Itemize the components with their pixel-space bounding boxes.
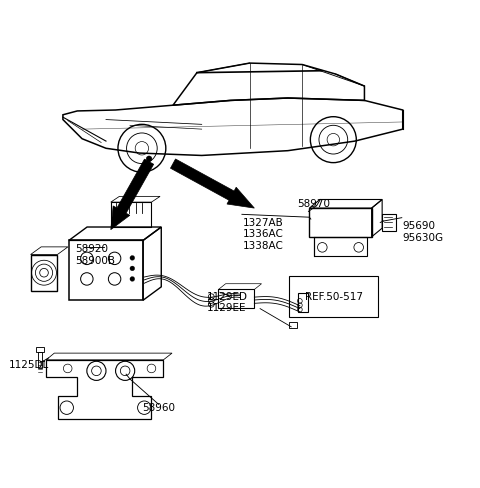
Bar	[299, 293, 308, 312]
Circle shape	[146, 156, 152, 162]
Text: 58920
58900B: 58920 58900B	[75, 244, 115, 265]
Bar	[314, 237, 367, 256]
Text: 1327AB
1336AC
1338AC: 1327AB 1336AC 1338AC	[242, 218, 283, 251]
Text: REF.50-517: REF.50-517	[305, 292, 362, 302]
Text: 1125DL: 1125DL	[9, 360, 49, 370]
Polygon shape	[111, 159, 154, 230]
Circle shape	[130, 277, 135, 281]
Bar	[31, 255, 58, 291]
Circle shape	[130, 256, 135, 260]
Bar	[38, 352, 42, 368]
Text: 58960: 58960	[142, 403, 175, 413]
Bar	[218, 289, 254, 307]
Circle shape	[130, 266, 135, 271]
Bar	[289, 323, 298, 328]
Text: 1129ED
1129EE: 1129ED 1129EE	[206, 292, 248, 313]
Text: 58970: 58970	[298, 199, 330, 208]
Polygon shape	[170, 159, 254, 208]
Text: 95690
95630G: 95690 95630G	[403, 221, 444, 243]
Bar	[36, 347, 44, 352]
Bar	[111, 202, 152, 227]
Bar	[382, 214, 396, 231]
Bar	[69, 241, 143, 300]
Bar	[310, 208, 372, 237]
